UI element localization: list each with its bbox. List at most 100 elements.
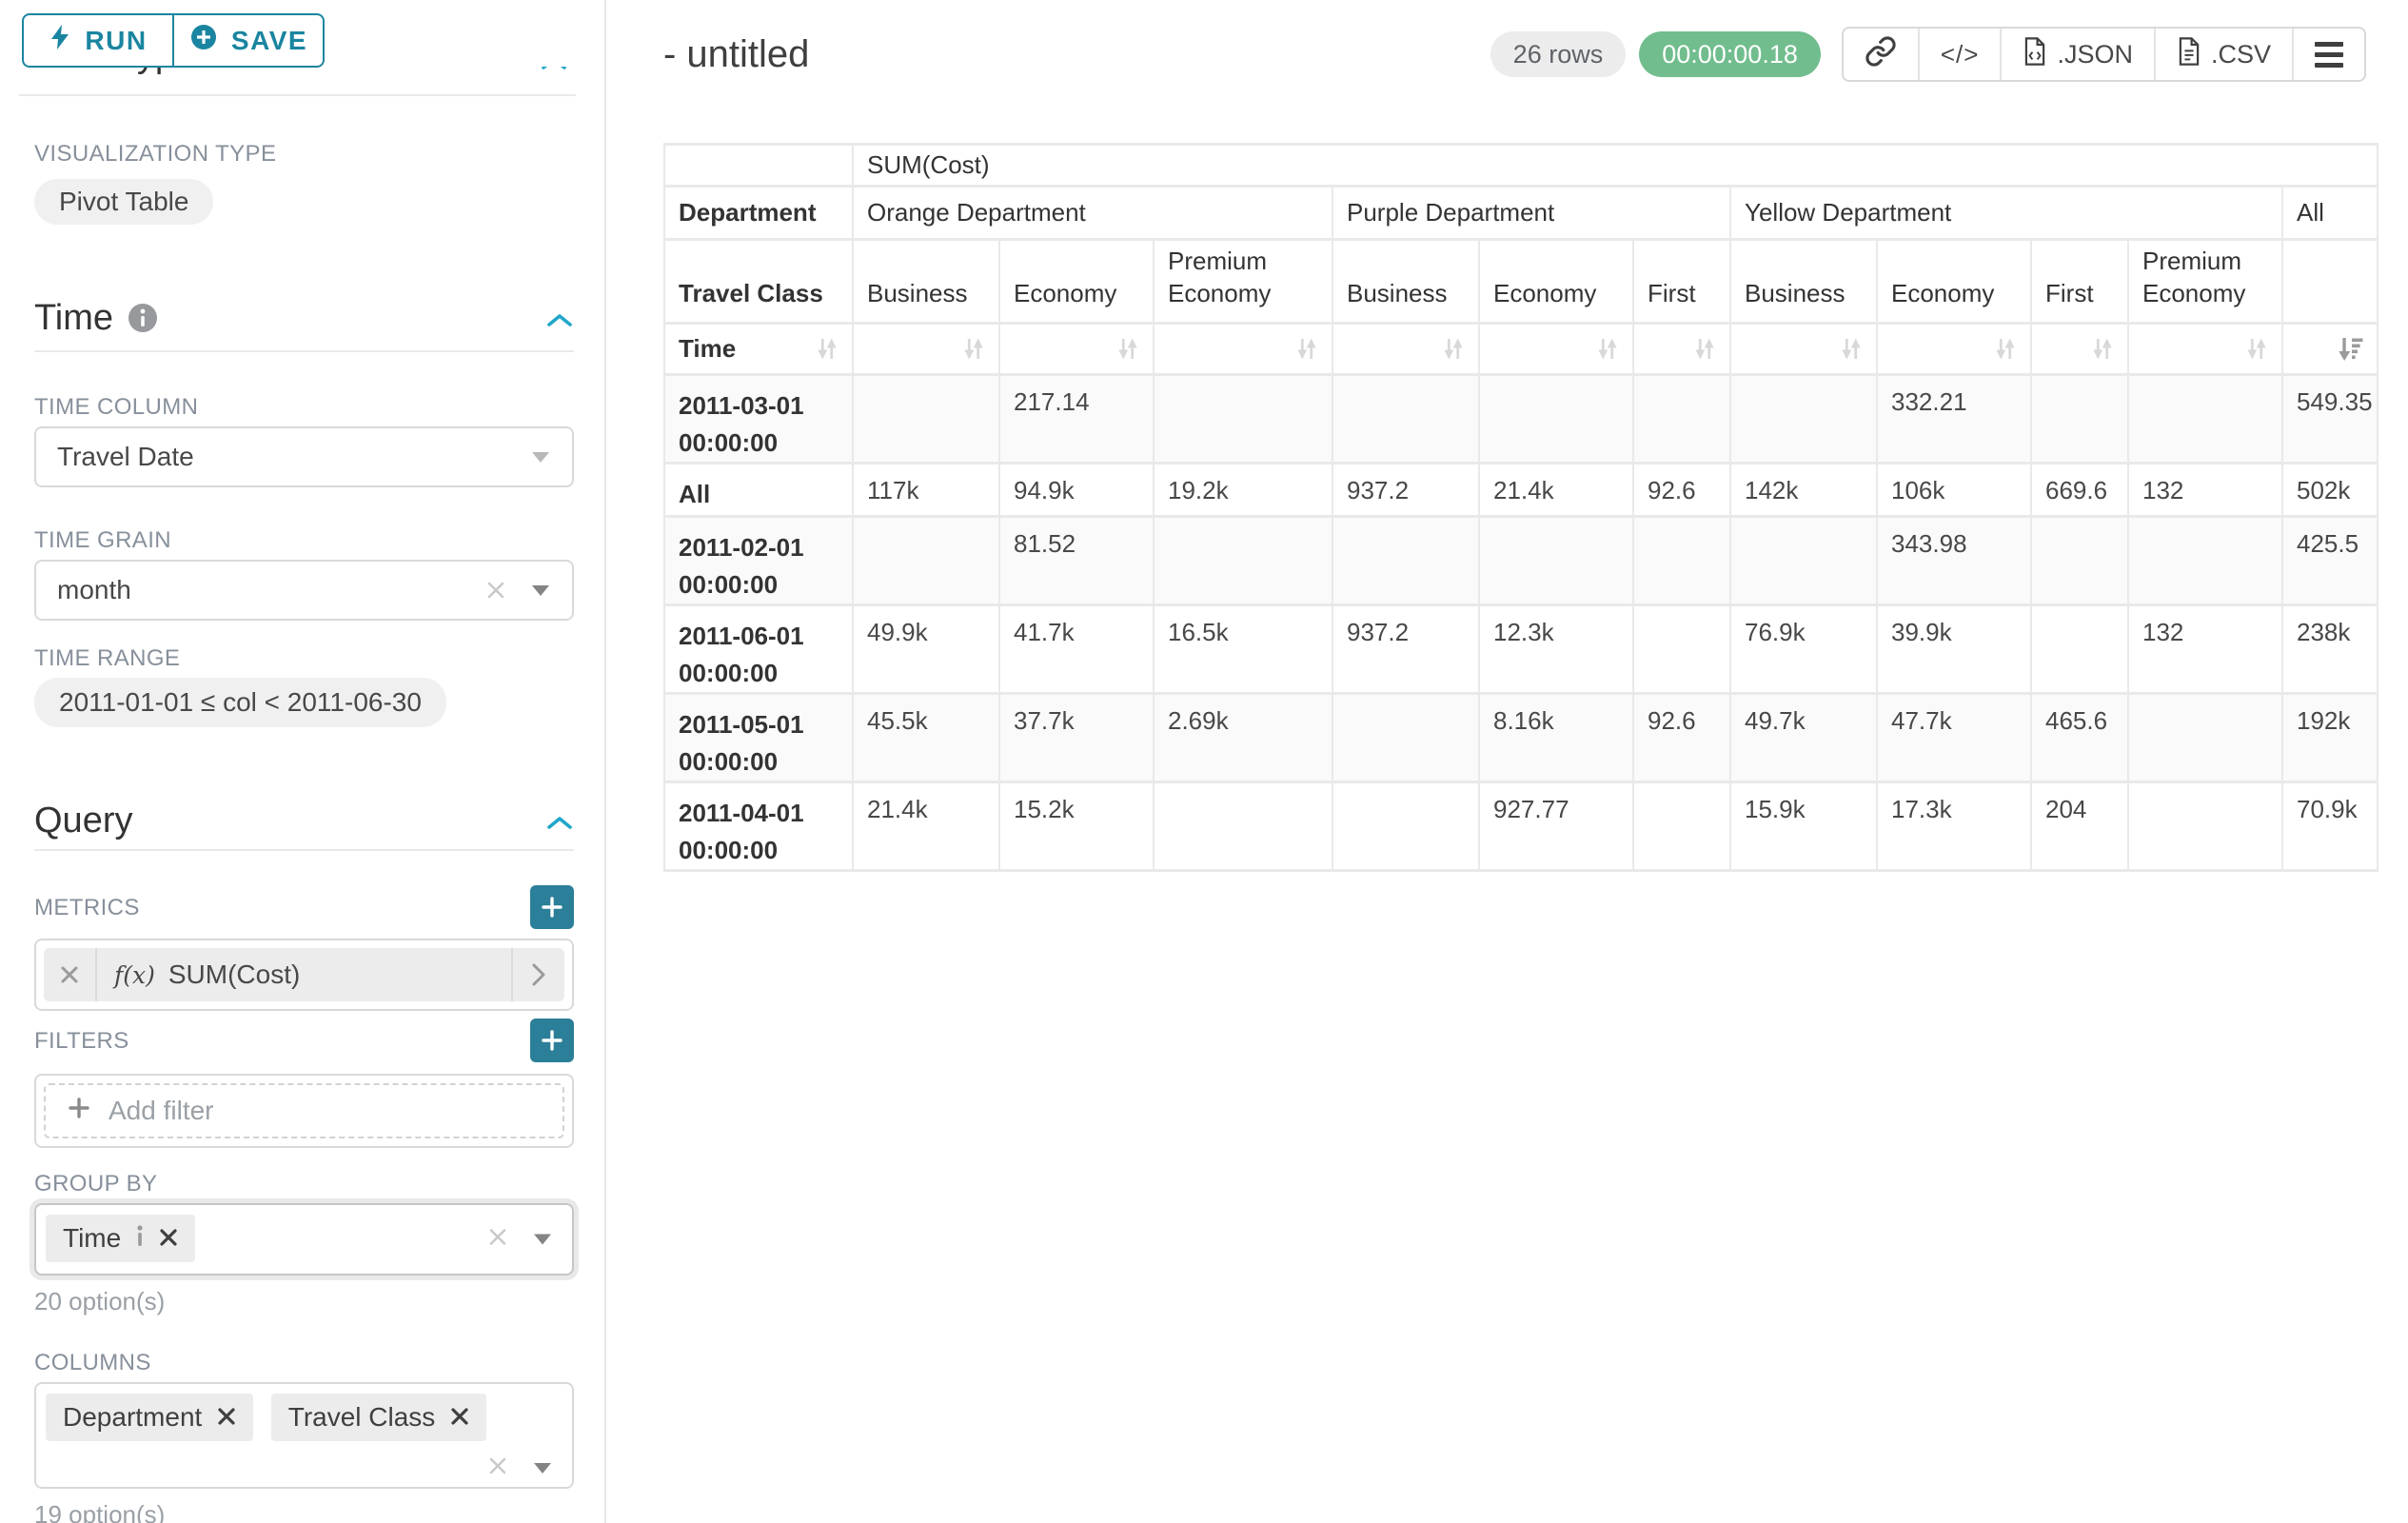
table-row: 2011-05-01 00:00:00 45.5k 37.7k 2.69k 8.16k 9…: [663, 692, 2379, 783]
department-header-row: Department Orange Department Purple Depart…: [663, 185, 2379, 241]
row-header-cell: 2011-05-01 00:00:00: [663, 692, 854, 783]
row-header-cell: 2011-03-01 00:00:00: [663, 373, 854, 465]
pivot-table-body: 2011-03-01 00:00:00 217.14 332.21 549.35 All…: [663, 373, 2379, 872]
remove-chip-icon[interactable]: [450, 1402, 469, 1433]
pivot-value-cell: 669.6: [2030, 462, 2129, 518]
travel-class-header: Business: [852, 238, 1000, 325]
query-section-title: Query: [34, 800, 133, 841]
control-panel-sidebar: Chart Type RUN SAVE VISUALIZATION TYPE P…: [0, 0, 606, 1523]
copy-link-button[interactable]: [1844, 29, 1918, 80]
menu-button[interactable]: [2292, 29, 2364, 80]
columns-chip[interactable]: Department: [46, 1394, 254, 1441]
pivot-value-cell: 94.9k: [998, 462, 1155, 518]
travel-class-header-row: Travel Class Business Economy Premium Econo…: [663, 238, 2379, 325]
export-json-label: .JSON: [2057, 39, 2133, 69]
sort-cell: [1745, 336, 1863, 362]
sort-cell: [1648, 336, 1716, 362]
sort-cell: [2142, 336, 2268, 362]
sort-icon[interactable]: [1840, 336, 1863, 362]
sort-icon[interactable]: [2245, 336, 2268, 362]
chart-title[interactable]: - untitled: [663, 32, 810, 75]
sort-header-cell: [1478, 322, 1634, 376]
sort-icon[interactable]: [1596, 336, 1619, 362]
sort-header-cell: [1632, 322, 1731, 376]
time-section-title: Time: [34, 297, 114, 338]
sort-icon[interactable]: [1442, 336, 1465, 362]
time-column-select[interactable]: Travel Date: [34, 426, 574, 487]
chevron-up-icon[interactable]: [545, 298, 574, 339]
add-filter-plus-button[interactable]: [530, 1019, 574, 1062]
pivot-value-cell: [2127, 781, 2283, 872]
file-code-icon: [2023, 36, 2047, 73]
sidebar-content: VISUALIZATION TYPE Pivot Table Time TIME…: [0, 0, 604, 1523]
pivot-value-cell: [2030, 373, 2129, 465]
sort-icon[interactable]: [1994, 336, 2017, 362]
export-csv-button[interactable]: .CSV: [2153, 29, 2292, 80]
pivot-value-cell: 12.3k: [1478, 603, 1634, 695]
remove-metric-icon[interactable]: [44, 948, 97, 1001]
pivot-value-cell: [1153, 373, 1333, 465]
time-range-value[interactable]: 2011-01-01 ≤ col < 2011-06-30: [34, 678, 446, 727]
pivot-value-cell: [852, 373, 1000, 465]
remove-chip-icon[interactable]: [159, 1223, 178, 1254]
columns-options-hint: 19 option(s): [34, 1500, 166, 1523]
pivot-value-cell: 549.35: [2280, 373, 2379, 465]
sort-cell: [1168, 336, 1318, 362]
group-by-chip[interactable]: Time: [46, 1215, 196, 1262]
columns-chip[interactable]: Travel Class: [270, 1394, 487, 1441]
pivot-table-container: SUM(Cost) Department Orange Department Purp…: [663, 143, 2379, 872]
clear-icon[interactable]: [484, 1453, 511, 1484]
add-metric-button[interactable]: [530, 885, 574, 929]
metric-header-row: SUM(Cost): [663, 143, 2379, 188]
group-by-select[interactable]: Time: [34, 1203, 574, 1276]
save-button[interactable]: SAVE: [172, 13, 325, 68]
pivot-value-cell: 15.9k: [1729, 781, 1878, 872]
row-header-cell: 2011-04-01 00:00:00: [663, 781, 854, 872]
pivot-table: SUM(Cost) Department Orange Department Purp…: [663, 143, 2379, 872]
pivot-value-cell: 45.5k: [852, 692, 1000, 783]
time-grain-select[interactable]: month: [34, 560, 574, 621]
metric-chip[interactable]: f(x) SUM(Cost): [44, 948, 564, 1001]
travel-class-header: First: [2030, 238, 2129, 325]
sort-cell: Time: [679, 334, 839, 364]
sort-icon[interactable]: [816, 336, 839, 362]
embed-code-button[interactable]: </>: [1917, 29, 2001, 80]
clear-icon[interactable]: [484, 1224, 511, 1256]
group-by-label: GROUP BY: [34, 1171, 158, 1197]
export-json-button[interactable]: .JSON: [2000, 29, 2154, 80]
sort-header-cell: [2127, 322, 2283, 376]
time-section-header: Time: [34, 297, 574, 339]
pivot-value-cell: 217.14: [998, 373, 1155, 465]
table-row: 2011-06-01 00:00:00 49.9k 41.7k 16.5k 937.2 1…: [663, 603, 2379, 695]
table-row: 2011-04-01 00:00:00 21.4k 15.2k 927.77 15.9k…: [663, 781, 2379, 872]
pivot-value-cell: [1332, 373, 1480, 465]
run-button[interactable]: RUN: [22, 13, 174, 68]
add-filter-button[interactable]: Add filter: [44, 1083, 564, 1138]
sort-icon[interactable]: [962, 336, 985, 362]
row-count-badge: 26 rows: [1490, 31, 1627, 77]
pivot-value-cell: [1478, 515, 1634, 606]
columns-select[interactable]: Department Travel Class: [34, 1382, 574, 1489]
chevron-right-icon[interactable]: [511, 948, 564, 1001]
pivot-value-cell: 142k: [1729, 462, 1878, 518]
chevron-down-icon: [532, 585, 549, 596]
sort-cell: [867, 336, 985, 362]
sort-icon[interactable]: [1116, 336, 1139, 362]
chevron-up-icon[interactable]: [545, 801, 574, 841]
section-divider: [34, 350, 574, 352]
add-filter-label: Add filter: [109, 1096, 214, 1125]
table-row: 2011-03-01 00:00:00 217.14 332.21 549.35: [663, 373, 2379, 465]
sort-header-cell: [1729, 322, 1878, 376]
pivot-value-cell: [1729, 515, 1878, 606]
visualization-type-value[interactable]: Pivot Table: [34, 179, 214, 225]
time-column-value: Travel Date: [57, 442, 194, 471]
sort-icon[interactable]: [1693, 336, 1716, 362]
clear-icon[interactable]: [483, 577, 509, 603]
pivot-value-cell: [1332, 781, 1480, 872]
sort-icon[interactable]: [2091, 336, 2114, 362]
remove-chip-icon[interactable]: [217, 1402, 236, 1433]
sort-descending-icon[interactable]: [2339, 336, 2363, 362]
sort-icon[interactable]: [1295, 336, 1318, 362]
sort-cell: [2297, 336, 2363, 362]
travel-class-header: Business: [1729, 238, 1878, 325]
